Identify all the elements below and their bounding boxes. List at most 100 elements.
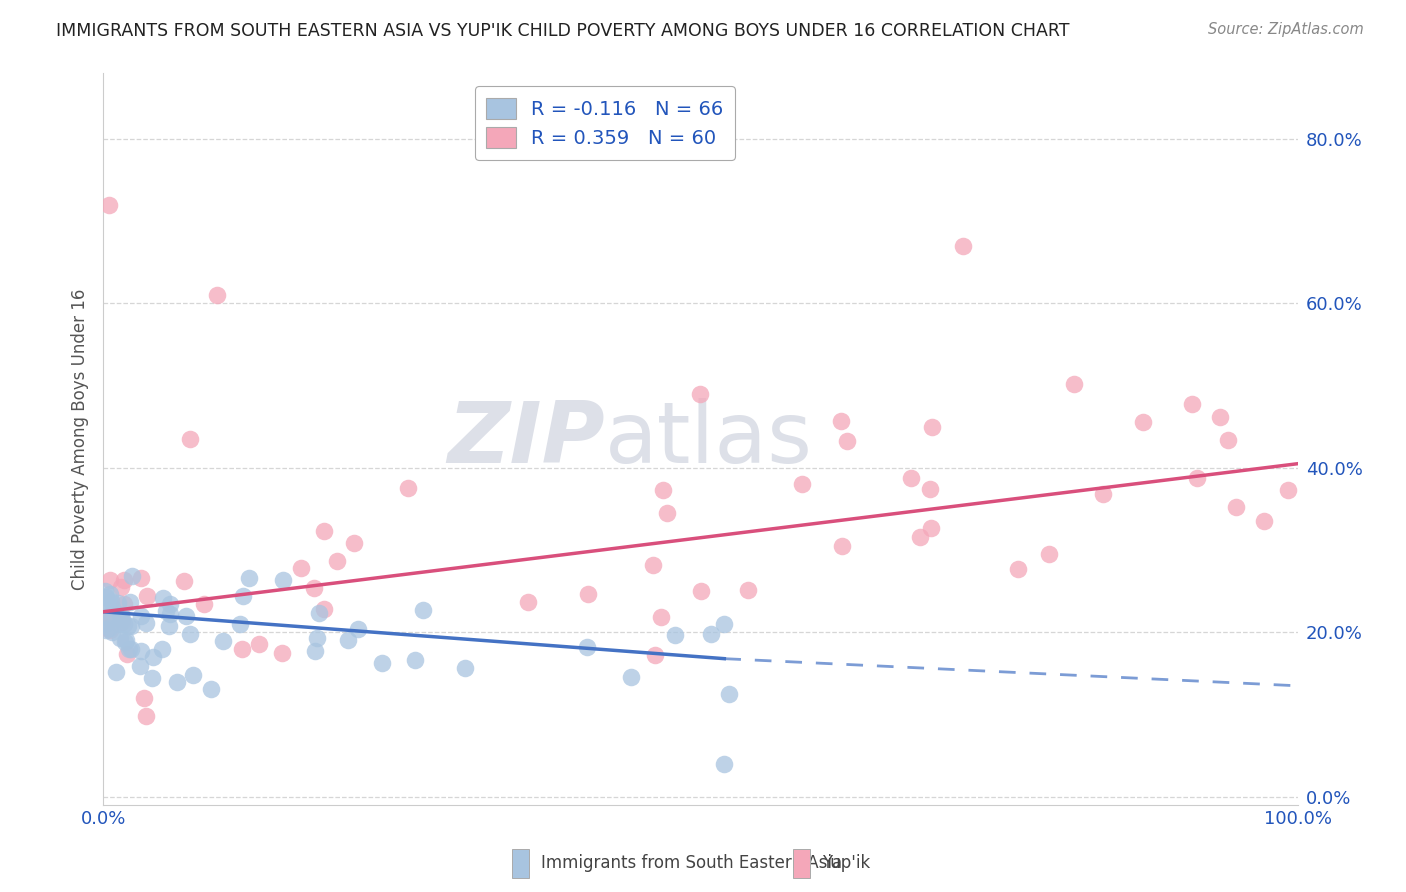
Point xyxy=(96,610,118,624)
Point xyxy=(790,477,813,491)
Point xyxy=(105,665,128,679)
Point xyxy=(129,572,152,586)
Point xyxy=(159,597,181,611)
Point xyxy=(141,649,163,664)
Point xyxy=(98,197,121,211)
Point xyxy=(713,617,735,632)
Point xyxy=(94,583,117,598)
Point xyxy=(713,756,735,771)
Point xyxy=(737,583,759,598)
Point xyxy=(112,597,135,611)
Text: IMMIGRANTS FROM SOUTH EASTERN ASIA VS YUP'IK CHILD POVERTY AMONG BOYS UNDER 16 C: IMMIGRANTS FROM SOUTH EASTERN ASIA VS YU… xyxy=(56,22,1070,40)
Point xyxy=(155,604,177,618)
Text: Source: ZipAtlas.com: Source: ZipAtlas.com xyxy=(1208,22,1364,37)
Point xyxy=(343,536,366,550)
Point xyxy=(575,640,598,654)
Point xyxy=(312,601,335,615)
Point xyxy=(900,471,922,485)
Text: atlas: atlas xyxy=(605,398,813,481)
Point xyxy=(655,506,678,520)
Point xyxy=(910,530,932,544)
Point xyxy=(129,609,152,624)
Point xyxy=(371,657,394,671)
Point xyxy=(101,624,124,639)
Point xyxy=(100,573,122,587)
Point xyxy=(921,420,943,434)
Point xyxy=(664,627,686,641)
Point xyxy=(312,524,335,538)
Point xyxy=(1132,415,1154,429)
Point xyxy=(107,597,129,611)
Point xyxy=(93,620,115,634)
Point xyxy=(247,637,270,651)
Point xyxy=(101,600,124,615)
Point xyxy=(120,619,142,633)
Point xyxy=(1181,397,1204,411)
Point xyxy=(1218,433,1240,447)
Point xyxy=(110,580,132,594)
Point xyxy=(837,434,859,448)
Point xyxy=(952,238,974,252)
Point xyxy=(689,386,711,401)
Point xyxy=(173,574,195,588)
Point xyxy=(96,599,118,613)
Text: ZIP: ZIP xyxy=(447,398,605,481)
Point xyxy=(108,631,131,645)
Point xyxy=(98,587,121,601)
Point xyxy=(205,288,228,302)
Point xyxy=(830,414,852,428)
Point xyxy=(129,659,152,673)
Point xyxy=(1092,487,1115,501)
Point xyxy=(1038,547,1060,561)
Point xyxy=(517,595,540,609)
Point xyxy=(157,618,180,632)
Point xyxy=(1225,500,1247,514)
Point xyxy=(920,521,942,535)
Point xyxy=(347,623,370,637)
Legend: R = -0.116   N = 66, R = 0.359   N = 60: R = -0.116 N = 66, R = 0.359 N = 60 xyxy=(475,87,735,160)
Point xyxy=(135,615,157,630)
Point xyxy=(308,606,330,620)
Point xyxy=(404,653,426,667)
Point xyxy=(305,631,328,645)
Point xyxy=(1185,471,1208,485)
Point xyxy=(1007,562,1029,576)
Y-axis label: Child Poverty Among Boys Under 16: Child Poverty Among Boys Under 16 xyxy=(72,288,89,590)
Point xyxy=(112,617,135,632)
Point xyxy=(650,610,672,624)
Point xyxy=(108,617,131,632)
Point xyxy=(1253,514,1275,528)
Point xyxy=(96,623,118,637)
Point xyxy=(129,644,152,658)
Point xyxy=(120,641,142,656)
Point xyxy=(118,642,141,657)
Point xyxy=(100,623,122,637)
Point xyxy=(232,590,254,604)
Point xyxy=(135,709,157,723)
Point xyxy=(152,591,174,606)
Point xyxy=(1209,410,1232,425)
Point xyxy=(920,482,942,496)
Point xyxy=(179,432,201,446)
Point xyxy=(304,582,326,596)
Point xyxy=(229,617,252,632)
Point xyxy=(97,611,120,625)
Point xyxy=(412,603,434,617)
Point xyxy=(396,481,419,495)
Point xyxy=(134,691,156,706)
Point xyxy=(166,674,188,689)
Point xyxy=(304,643,326,657)
Point xyxy=(181,667,204,681)
Point xyxy=(94,590,117,604)
Point xyxy=(336,632,359,647)
Point xyxy=(212,634,235,648)
Point xyxy=(1277,483,1299,497)
Point xyxy=(150,641,173,656)
Point xyxy=(651,483,673,498)
Point xyxy=(108,608,131,623)
Point xyxy=(271,646,294,660)
Point xyxy=(174,608,197,623)
Point xyxy=(690,584,713,599)
Point xyxy=(717,687,740,701)
Point xyxy=(200,682,222,697)
